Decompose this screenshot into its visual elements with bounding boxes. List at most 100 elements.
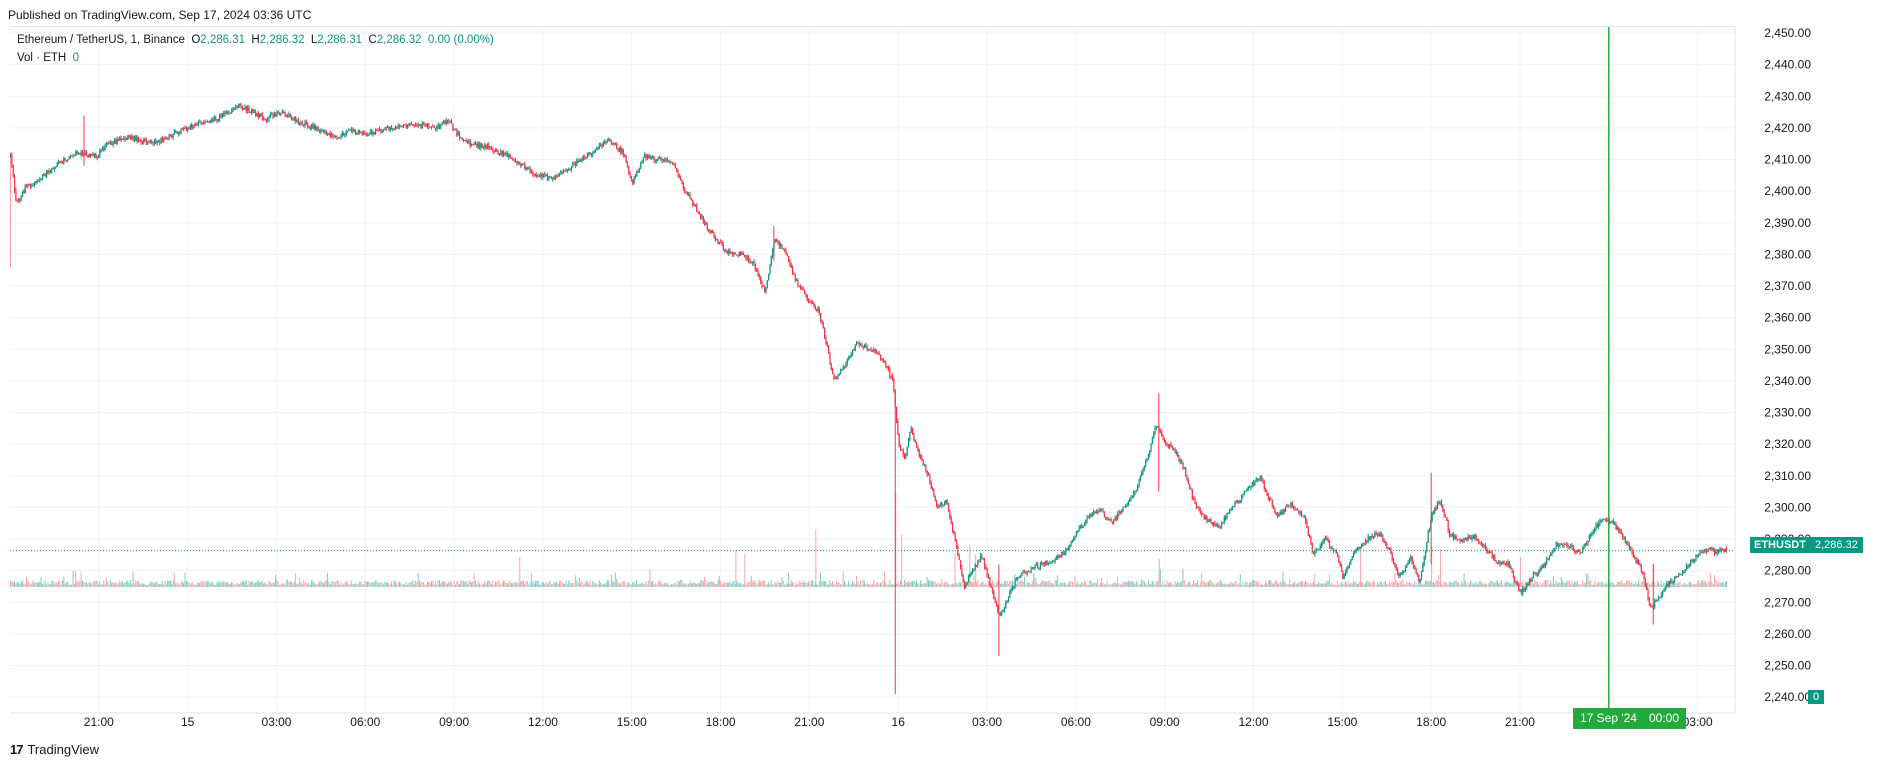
volume-bar: [1035, 581, 1037, 587]
candle-body: [888, 367, 890, 370]
volume-bar: [1261, 584, 1263, 587]
volume-bar: [177, 583, 179, 587]
candle-body: [914, 439, 916, 443]
candle-body: [424, 124, 426, 126]
volume-bar: [1109, 583, 1111, 587]
brand-name[interactable]: TradingView: [27, 742, 100, 757]
candle-body: [1269, 498, 1271, 500]
volume-bar: [393, 580, 395, 587]
candle-body: [746, 257, 748, 259]
volume-bar: [1305, 580, 1307, 587]
volume-bar: [1714, 575, 1716, 587]
volume-bar: [900, 580, 902, 587]
volume-bar: [1639, 584, 1641, 587]
volume-bar: [1233, 583, 1235, 587]
volume-bar: [184, 572, 186, 587]
candle-body: [526, 167, 529, 169]
volume-bar: [1005, 581, 1007, 587]
volume-bar: [999, 583, 1001, 587]
volume-bar: [55, 581, 57, 587]
candle-body: [542, 175, 545, 178]
volume-bar: [604, 584, 606, 587]
volume-bar: [1502, 584, 1504, 587]
volume-bar: [696, 583, 698, 587]
volume-label[interactable]: Vol · ETH: [17, 52, 67, 64]
volume-bar: [1173, 584, 1175, 587]
candle-body: [1161, 431, 1163, 437]
candle-body: [1626, 542, 1628, 544]
tradingview-logo-icon[interactable]: 17: [10, 742, 24, 757]
candle-body: [749, 261, 751, 263]
volume-bar: [842, 571, 844, 587]
candle-body: [1491, 552, 1493, 559]
candle-body: [552, 177, 554, 180]
candle-body: [1097, 512, 1099, 513]
volume-bar: [433, 584, 435, 587]
candle-body: [999, 614, 1002, 616]
volume-bar: [1199, 582, 1201, 587]
volume-bar: [1498, 583, 1500, 587]
volume-bar: [905, 582, 907, 587]
volume-spike: [901, 535, 903, 587]
x-tick-label: 09:00: [1150, 715, 1180, 729]
candle-body: [63, 158, 65, 164]
candle-body: [1229, 510, 1231, 514]
candle-body: [1271, 499, 1273, 506]
published-header: Published on TradingView.com, Sep 17, 20…: [8, 8, 312, 22]
volume-bar: [1166, 580, 1168, 587]
candle-body: [784, 248, 786, 251]
candle-body: [16, 200, 18, 201]
volume-bar: [512, 582, 514, 587]
legend-symbol[interactable]: Ethereum / TetherUS, 1, Binance: [17, 34, 185, 46]
candle-body: [1703, 549, 1705, 553]
candle-body: [576, 160, 578, 166]
volume-bar: [766, 584, 768, 587]
chart-area[interactable]: 2,450.00 2,440.00 2,430.00 2,420.00 2,410.00…: [10, 26, 1811, 731]
volume-bar: [500, 584, 502, 587]
candle-body: [17, 200, 20, 202]
volume-bar: [1311, 582, 1313, 587]
volume-bar: [1302, 581, 1304, 587]
volume-bar: [636, 580, 638, 587]
candle-body: [41, 174, 44, 180]
volume-bar: [1610, 582, 1612, 587]
volume-bar: [156, 581, 158, 587]
volume-bar: [1321, 583, 1323, 587]
candle-body: [837, 374, 839, 379]
candle-body: [592, 153, 594, 155]
candle-body: [528, 168, 530, 170]
volume-bar: [1255, 580, 1257, 587]
volume-bar: [10, 580, 11, 587]
candle-body: [1672, 581, 1674, 583]
volume-bar: [1186, 584, 1188, 587]
volume-bar: [1394, 572, 1396, 587]
candle-body: [1715, 551, 1717, 554]
candle-body: [343, 132, 345, 136]
volume-bar: [1535, 581, 1537, 587]
candle-body: [1647, 589, 1649, 599]
candle-body: [1154, 428, 1156, 434]
candle-body: [1594, 529, 1596, 532]
candle-body: [357, 130, 359, 133]
volume-bar: [510, 582, 512, 587]
price-chart[interactable]: 2,450.002,440.002,430.002,420.002,410.00…: [10, 27, 1882, 743]
candle-body: [481, 143, 483, 147]
candle-body: [1394, 563, 1396, 566]
candle-body: [256, 113, 258, 116]
candle-body: [1371, 535, 1373, 537]
volume-bar: [331, 581, 333, 587]
candle-body: [896, 406, 898, 422]
volume-bar: [1402, 579, 1404, 587]
candle-body: [790, 265, 792, 268]
volume-bar: [1406, 581, 1408, 587]
volume-bar: [449, 581, 451, 587]
volume-bar: [606, 580, 608, 587]
candle-body: [1113, 520, 1115, 523]
candle-body: [237, 105, 240, 108]
volume-bar: [592, 580, 594, 587]
volume-bar: [1341, 581, 1343, 587]
volume-bar: [1560, 577, 1562, 587]
candle-body: [829, 353, 831, 364]
candle-body: [1422, 564, 1424, 572]
candle-body: [1070, 542, 1072, 545]
